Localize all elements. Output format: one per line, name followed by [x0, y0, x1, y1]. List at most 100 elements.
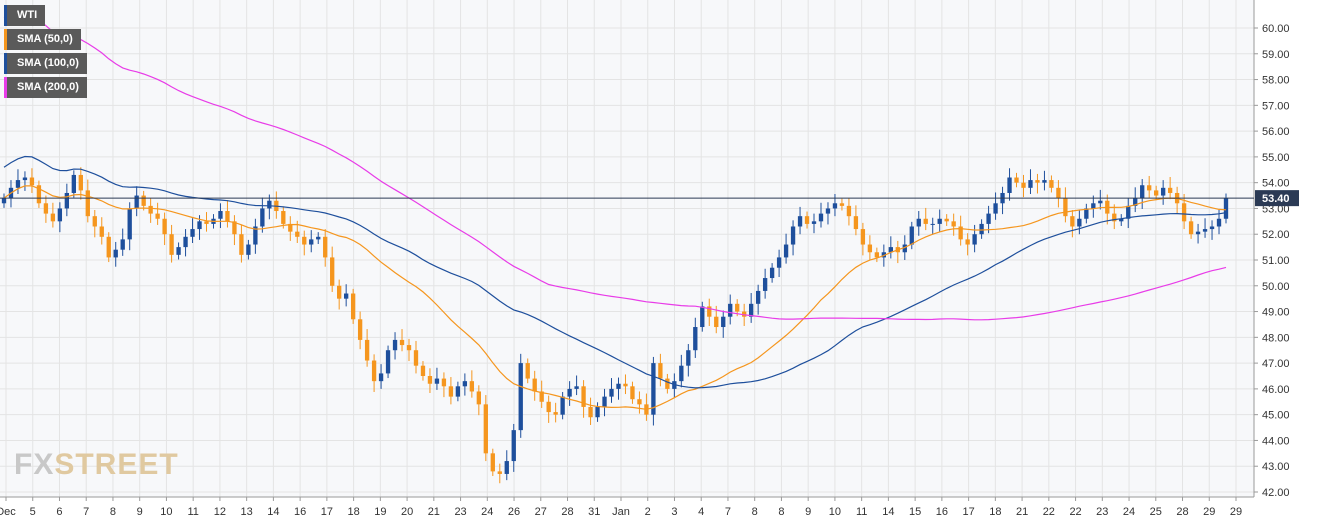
- candle-body: [581, 386, 586, 407]
- candle-body: [937, 218, 942, 224]
- candle-body: [385, 350, 391, 374]
- candle-body: [169, 234, 174, 255]
- candle-body: [413, 350, 419, 366]
- fxstreet-watermark-logo: FXSTREET: [14, 448, 179, 481]
- candle-body: [686, 350, 691, 366]
- x-tick-label: 13: [241, 506, 253, 518]
- last-price-label: 53.40: [1262, 193, 1290, 205]
- x-tick-label: 23: [454, 506, 466, 518]
- legend-label-sma100: SMA (100,0): [17, 57, 79, 69]
- candle-body: [679, 365, 684, 382]
- candle-body: [504, 461, 509, 474]
- y-tick-label: 53.00: [1262, 203, 1290, 215]
- y-tick-label: 57.00: [1262, 100, 1290, 112]
- candle-body: [630, 386, 635, 400]
- candle-body: [881, 252, 887, 258]
- x-tick-label: 18: [347, 506, 359, 518]
- legend-item-sma200[interactable]: SMA (200,0): [4, 77, 87, 98]
- candle-body: [92, 216, 97, 227]
- candle-body: [902, 244, 907, 253]
- legend-swatch-sma50: [4, 29, 7, 50]
- candle-body: [874, 252, 880, 258]
- candle-body: [476, 391, 481, 405]
- candle-body: [665, 378, 670, 389]
- candle-body: [427, 376, 433, 384]
- y-tick-label: 52.00: [1262, 229, 1290, 241]
- x-tick-label: 14: [882, 506, 894, 518]
- candle-body: [930, 223, 935, 225]
- x-tick-label: 17: [321, 506, 333, 518]
- x-tick-label: 15: [909, 506, 921, 518]
- y-tick-label: 54.00: [1262, 178, 1290, 190]
- x-tick-label: 10: [829, 506, 841, 518]
- candle-body: [455, 386, 461, 397]
- x-tick-label: 16: [294, 506, 306, 518]
- candle-body: [462, 381, 468, 387]
- legend-item-wti[interactable]: WTI: [4, 5, 46, 26]
- candle-body: [162, 218, 167, 235]
- x-tick-label: 27: [535, 506, 547, 518]
- candle-body: [783, 244, 789, 258]
- legend-item-sma100[interactable]: SMA (100,0): [4, 53, 87, 74]
- candle-body: [29, 177, 35, 186]
- candle-body: [15, 180, 21, 188]
- y-tick-label: 49.00: [1262, 307, 1290, 319]
- candle-body: [595, 406, 600, 418]
- candle-body: [497, 471, 502, 474]
- candle-body: [888, 247, 893, 253]
- y-tick-label: 60.00: [1262, 23, 1290, 35]
- candle-body: [735, 303, 740, 312]
- candle-body: [50, 213, 56, 222]
- candle-body: [574, 386, 579, 389]
- legend-item-sma50[interactable]: SMA (50,0): [4, 29, 81, 50]
- candle-body: [1077, 218, 1082, 227]
- candle-body: [532, 378, 537, 392]
- last-price-badge: [1255, 190, 1299, 207]
- candle-body: [378, 373, 384, 382]
- x-tick-label: 11: [187, 506, 198, 518]
- x-tick-label: 21: [1016, 506, 1028, 518]
- candle-body: [1188, 221, 1194, 235]
- candle-body: [183, 236, 188, 248]
- candle-body: [441, 378, 447, 387]
- candle-body: [392, 339, 398, 351]
- candle-body: [804, 216, 810, 224]
- legend-swatch-sma100: [4, 53, 7, 74]
- candle-body: [1181, 203, 1187, 222]
- candle-body: [539, 391, 544, 402]
- legend-swatch-wti: [4, 5, 7, 26]
- y-tick-label: 58.00: [1262, 75, 1290, 87]
- candle-body: [707, 306, 712, 317]
- x-tick-label: 9: [805, 506, 811, 518]
- candle-body: [1007, 177, 1012, 193]
- candle-body: [281, 211, 286, 224]
- y-tick-label: 51.00: [1262, 255, 1290, 267]
- candle-body: [1042, 180, 1047, 183]
- x-tick-label: 25: [1150, 506, 1162, 518]
- candle-body: [267, 200, 272, 209]
- x-tick-label: 24: [481, 506, 493, 518]
- x-tick-label: 20: [401, 506, 413, 518]
- candle-body: [958, 226, 963, 240]
- candle-body: [609, 388, 614, 397]
- candle-body: [330, 257, 335, 286]
- candle-body: [979, 223, 984, 235]
- candle-body: [742, 311, 747, 317]
- legend-label-sma200: SMA (200,0): [17, 81, 79, 93]
- x-tick-label: 28: [561, 506, 573, 518]
- candle-body: [1154, 190, 1159, 196]
- x-tick-label: 7: [725, 506, 731, 518]
- candle-body: [818, 213, 824, 222]
- x-tick-label: 5: [30, 506, 36, 518]
- x-tick-label: 24: [1123, 506, 1135, 518]
- candle-body: [448, 386, 454, 397]
- candle-body: [560, 396, 565, 415]
- candle-body: [1035, 180, 1040, 183]
- candle-body: [839, 203, 845, 206]
- y-tick-label: 46.00: [1262, 384, 1290, 396]
- y-tick-label: 44.00: [1262, 435, 1290, 447]
- x-tick-label: 14: [267, 506, 279, 518]
- candle-body: [846, 205, 852, 217]
- x-tick-label: 22: [1043, 506, 1055, 518]
